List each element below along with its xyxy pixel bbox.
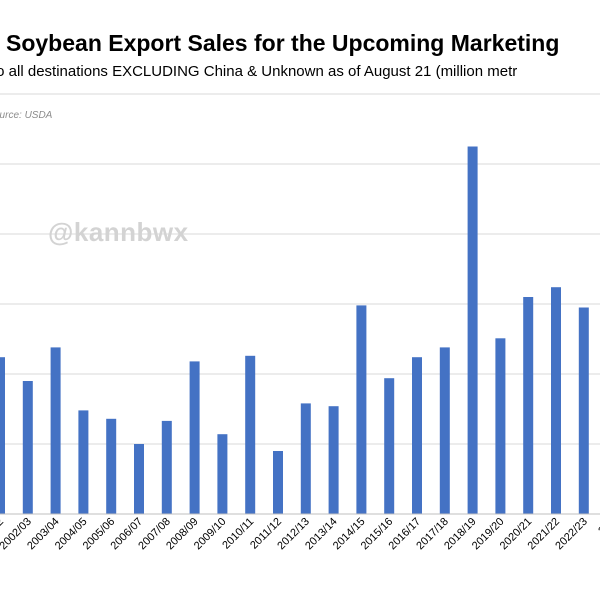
- bar-2009-10: [217, 434, 228, 514]
- bar-2011-12: [273, 451, 283, 514]
- gridlines: [0, 93, 600, 445]
- bar-2013-14: [328, 406, 339, 514]
- bar-2006-07: [134, 444, 144, 514]
- chart-subtitle: to all destinations EXCLUDING China & Un…: [0, 63, 518, 80]
- bar-2016-17: [412, 357, 422, 514]
- bar-2003-04: [50, 347, 61, 514]
- bar-2018-19: [467, 146, 478, 514]
- x-tick-label: 202: [596, 516, 600, 537]
- bar-2019-20: [495, 338, 506, 514]
- bar-2021-22: [551, 287, 561, 514]
- x-tick-labels: 22002/032003/042004/052005/062006/072007…: [0, 516, 600, 553]
- chart-title: Soybean Export Sales for the Upcoming Ma…: [6, 30, 560, 56]
- x-tick-label: 2: [0, 516, 6, 529]
- bar-2010-11: [245, 355, 256, 514]
- bar-2002-03: [22, 381, 33, 514]
- bar-2015-16: [384, 378, 395, 514]
- source-note: ource: USDA: [0, 110, 53, 121]
- bar-2012-13: [300, 403, 311, 514]
- bar-2008-09: [189, 361, 200, 514]
- bar-2022-23: [578, 307, 589, 514]
- bar-2007-08: [161, 420, 172, 514]
- watermark: @kannbwx: [48, 217, 189, 247]
- bar-2014-15: [356, 305, 367, 514]
- bar-2017-18: [439, 347, 450, 514]
- bar-2001-02: [0, 357, 5, 514]
- bar-2020-21: [523, 297, 534, 514]
- bars: [0, 146, 589, 514]
- bar-2004-05: [78, 410, 89, 514]
- bar-2005-06: [106, 418, 117, 514]
